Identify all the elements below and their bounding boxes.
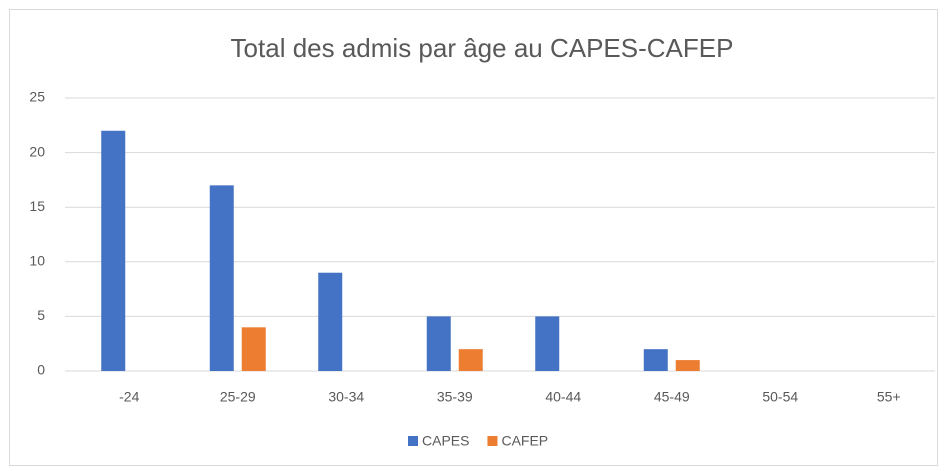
bar — [241, 327, 266, 371]
bar — [318, 272, 343, 371]
x-tick-label: 45-49 — [654, 389, 690, 405]
chart-frame — [9, 9, 938, 466]
bar — [643, 349, 668, 371]
y-tick-label: 15 — [29, 198, 45, 214]
legend-label: CAPES — [422, 433, 469, 449]
y-tick-label: 25 — [29, 89, 45, 105]
chart-title: Total des admis par âge au CAPES-CAFEP — [231, 33, 734, 63]
legend-swatch — [487, 436, 498, 446]
x-tick-label: -24 — [119, 389, 139, 405]
bar — [458, 349, 483, 371]
bar — [209, 185, 234, 371]
x-tick-label: 30-34 — [328, 389, 364, 405]
y-tick-label: 5 — [37, 307, 45, 323]
x-tick-label: 35-39 — [437, 389, 473, 405]
x-tick-label: 50-54 — [762, 389, 798, 405]
x-tick-label: 40-44 — [545, 389, 581, 405]
x-tick-label: 25-29 — [220, 389, 256, 405]
y-tick-label: 10 — [29, 253, 45, 269]
bar — [535, 316, 560, 371]
bar — [426, 316, 451, 371]
y-tick-label: 20 — [29, 143, 45, 159]
y-tick-label: 0 — [37, 362, 45, 378]
bar — [675, 360, 700, 371]
bar — [101, 130, 126, 371]
legend-swatch — [408, 436, 418, 446]
legend-label: CAFEP — [501, 433, 548, 449]
x-tick-label: 55+ — [877, 389, 901, 405]
